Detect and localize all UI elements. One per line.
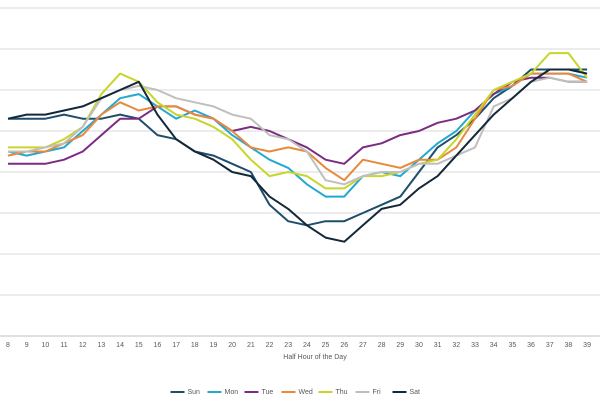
x-tick-label: 12 (79, 342, 87, 349)
x-tick-label: 24 (303, 342, 311, 349)
x-tick-label: 31 (434, 342, 442, 349)
x-tick-label: 16 (154, 342, 162, 349)
x-tick-label: 39 (583, 342, 591, 349)
legend-label: Sun (188, 389, 201, 396)
legend-label: Fri (373, 389, 382, 396)
x-tick-label: 33 (471, 342, 479, 349)
x-tick-label: 21 (247, 342, 255, 349)
x-tick-label: 15 (135, 342, 143, 349)
series-line (7, 72, 588, 198)
x-tick-label: 38 (565, 342, 573, 349)
legend-label: Wed (299, 389, 313, 396)
x-tick-label: 29 (396, 342, 404, 349)
x-tick-label: 8 (6, 342, 10, 349)
x-tick-label: 30 (415, 342, 423, 349)
x-tick-label: 36 (527, 342, 535, 349)
x-tick-label: 17 (172, 342, 180, 349)
x-tick-label: 14 (116, 342, 124, 349)
x-tick-label: 9 (25, 342, 29, 349)
x-tick-label: 28 (378, 342, 386, 349)
x-tick-label: 34 (490, 342, 498, 349)
x-tick-label: 11 (60, 342, 67, 349)
x-tick-label: 10 (41, 342, 49, 349)
x-tick-label: 37 (546, 342, 554, 349)
x-tick-label: 26 (340, 342, 348, 349)
series-line (8, 76, 588, 165)
legend-label: Tue (262, 389, 274, 396)
legend-label: Thu (336, 389, 348, 396)
x-tick-label: 19 (210, 342, 218, 349)
x-tick-label: 13 (98, 342, 106, 349)
x-axis-title: Half Hour of the Day (283, 354, 347, 361)
series-line (8, 68, 588, 227)
x-tick-label: 23 (284, 342, 292, 349)
x-tick-label: 22 (266, 342, 274, 349)
x-tick-label: 18 (191, 342, 199, 349)
x-tick-label: 25 (322, 342, 330, 349)
legend-label: Sat (410, 389, 421, 396)
x-tick-label: 35 (508, 342, 516, 349)
legend-label: Mon (225, 389, 239, 396)
series-line (8, 52, 588, 190)
x-tick-label: 27 (359, 342, 367, 349)
series-line (7, 68, 588, 243)
x-tick-label: 32 (452, 342, 460, 349)
x-tick-label: 20 (228, 342, 236, 349)
